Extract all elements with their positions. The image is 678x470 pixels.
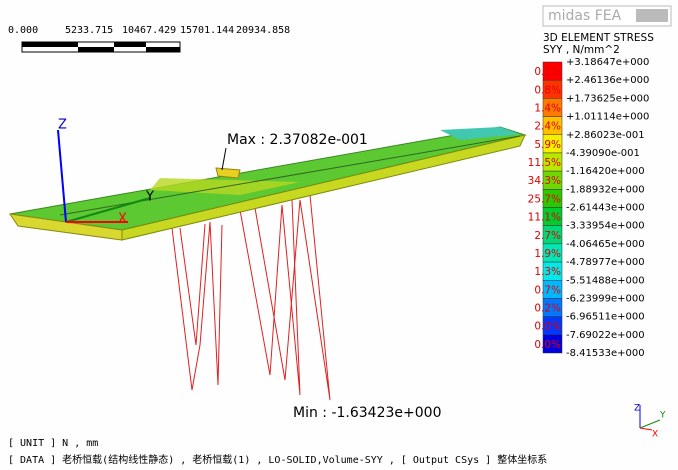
legend-subtitle: SYY , N/mm^2 [543, 44, 620, 56]
legend-value: -8.41533e+000 [566, 348, 645, 359]
triad-x-label: X [652, 430, 658, 440]
legend-percent: 34.3% [528, 175, 561, 187]
legend-percent: 1.3% [534, 266, 561, 278]
deformed-line [179, 223, 206, 346]
scale-seg [146, 47, 180, 52]
legend-percent: 0.0% [534, 321, 561, 333]
axis-z-label: Z [58, 118, 67, 133]
scale-label: 10467.429 [122, 25, 176, 36]
legend-value: -4.06465e+000 [566, 239, 645, 250]
deformed-line [239, 199, 301, 396]
legend-value: -6.23999e+000 [566, 293, 645, 304]
legend-value: -2.61443e+000 [566, 203, 645, 214]
legend-percent: 0.2% [534, 66, 561, 78]
triad-y [639, 419, 661, 429]
legend-percent: 5.9% [534, 139, 561, 151]
legend-percent: 1.9% [534, 248, 561, 260]
legend-percent: 2.7% [534, 230, 561, 242]
axis-z [57, 129, 67, 223]
legend-value: +1.73625e+000 [566, 93, 649, 104]
logo: midas FEA [548, 8, 622, 24]
scale-seg [22, 42, 78, 47]
legend-percent: 25.7% [528, 193, 561, 205]
legend-percent: 11.5% [528, 157, 561, 169]
legend-percent: 2.4% [534, 121, 561, 133]
legend-value: -6.96511e+000 [566, 312, 645, 323]
axis-y [65, 197, 151, 223]
legend-value: -5.51488e+000 [566, 275, 645, 286]
axis-x-label: X [118, 212, 127, 227]
legend-percent: 0.2% [534, 303, 561, 315]
triad-z-label: Z [634, 404, 640, 414]
legend-value: -1.16420e+000 [566, 166, 645, 177]
triad-y-label: Y [659, 411, 666, 421]
triad-x [639, 427, 653, 431]
slab [8, 126, 527, 241]
legend-band [542, 334, 563, 354]
axis-y-label: Y [145, 190, 154, 205]
legend-value: -7.69022e+000 [566, 330, 645, 341]
scale-bar: 0.000 5233.715 10467.429 15701.144 20934.858 [8, 25, 290, 53]
scale-seg [114, 42, 146, 47]
unit-info: [ UNIT ] N , mm [8, 438, 98, 449]
slab-end [8, 213, 123, 241]
scale-label: 15701.144 [180, 25, 234, 36]
scale-label: 0.000 [8, 25, 38, 36]
legend-value: +2.46136e+000 [566, 75, 649, 86]
data-info: [ DATA ] 老桥恒载(结构线性静态) , 老桥恒载(1) , LO-SOL… [8, 453, 547, 466]
legend-value: -3.33954e+000 [566, 221, 645, 232]
legend-value: -4.78977e+000 [566, 257, 645, 268]
legend-percent: 1.4% [534, 102, 561, 114]
legend-title: 3D ELEMENT STRESS [543, 32, 654, 44]
legend: 0.2% 0.8% 1.4% 2.4% 5.9% 11.5% 34.3% 25.7% 11.1%… [528, 57, 650, 359]
legend-percent: 11.1% [528, 212, 561, 224]
logo-mark [636, 9, 668, 22]
legend-percent: 0.7% [534, 284, 561, 296]
legend-value: +3.18647e+000 [566, 57, 649, 68]
legend-percent: 0.0% [534, 339, 561, 351]
legend-value: +2.86023e-001 [566, 130, 645, 141]
deformed-line [254, 194, 331, 401]
legend-percent: 0.8% [534, 84, 561, 96]
legend-value: -4.39090e-001 [566, 148, 640, 159]
deformed-shape [171, 194, 331, 401]
scale-label: 20934.858 [236, 25, 290, 36]
slab-region [440, 127, 520, 140]
max-label: Max : 2.37082e-001 [227, 132, 368, 148]
min-label: Min : -1.63423e+000 [293, 405, 441, 421]
max-leader [221, 147, 227, 171]
deformed-line [171, 221, 223, 391]
max-region [215, 167, 241, 179]
legend-value: +1.01114e+000 [566, 112, 649, 123]
scale-label: 5233.715 [65, 25, 113, 36]
legend-value: -1.88932e+000 [566, 184, 645, 195]
scale-seg [78, 47, 114, 52]
